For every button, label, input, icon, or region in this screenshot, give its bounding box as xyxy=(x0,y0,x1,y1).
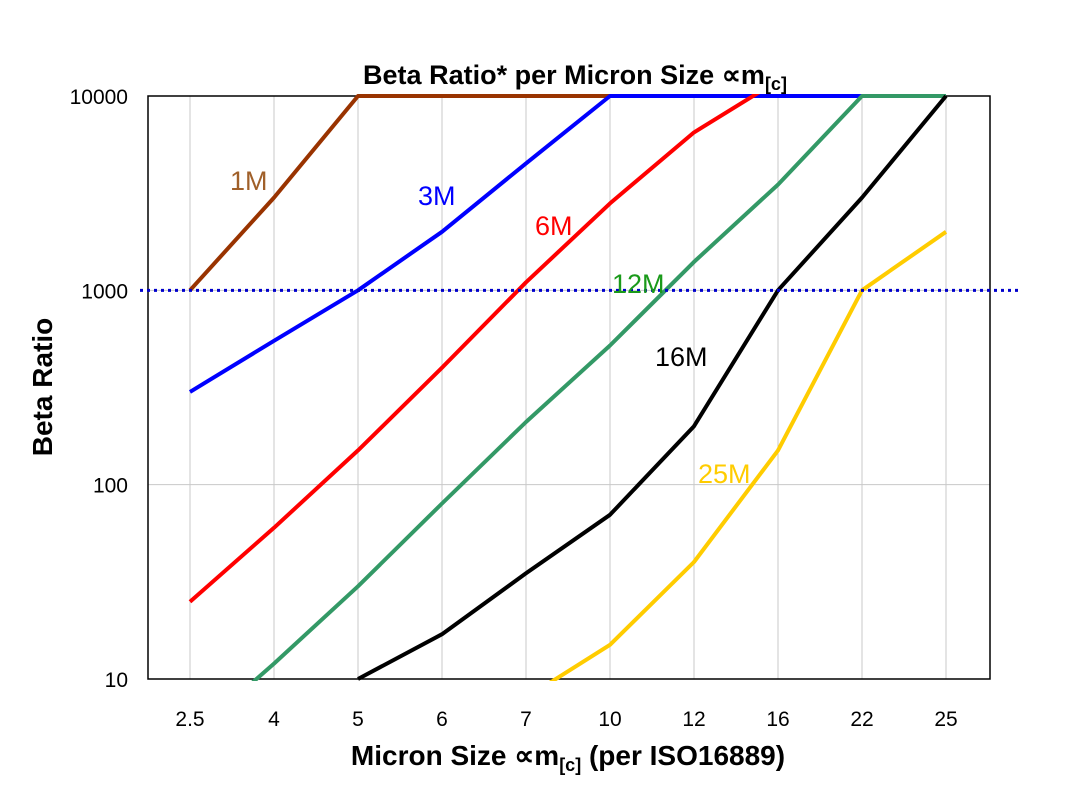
x-axis-title: Micron Size ∝m[c] (per ISO16889) xyxy=(351,740,785,775)
grid xyxy=(148,96,990,679)
x-tick-label: 10 xyxy=(598,708,621,731)
series-line-12M xyxy=(251,94,946,681)
y-tick-label: 100 xyxy=(93,475,128,498)
series-label-1M: 1M xyxy=(230,166,268,196)
series-line-1M xyxy=(188,94,610,292)
series-label-12M: 12M xyxy=(612,269,665,299)
series-label-25M: 25M xyxy=(698,459,751,489)
series-line-6M xyxy=(188,94,761,604)
series-label-6M: 6M xyxy=(535,211,573,241)
x-axis-title-subscript: [c] xyxy=(559,755,581,775)
series-line-25M xyxy=(548,230,948,681)
series-label-16M: 16M xyxy=(655,342,708,372)
y-tick-label: 10000 xyxy=(70,86,128,109)
x-tick-label: 7 xyxy=(520,708,532,731)
series-labels: 1M 3M 6M 12M 16M 25M xyxy=(230,166,751,489)
chart-title-subscript: [c] xyxy=(765,74,787,94)
x-tick-label: 2.5 xyxy=(175,708,204,731)
y-axis-title: Beta Ratio xyxy=(27,318,58,456)
x-tick-label: 6 xyxy=(436,708,448,731)
x-tick-label: 25 xyxy=(934,708,957,731)
x-axis-title-suffix: (per ISO16889) xyxy=(581,740,785,771)
series-label-3M: 3M xyxy=(418,181,456,211)
series-group xyxy=(188,94,948,681)
x-tick-label: 5 xyxy=(352,708,364,731)
chart-title: Beta Ratio* per Micron Size ∝m[c] xyxy=(363,60,787,94)
y-tick-label: 1000 xyxy=(81,280,128,303)
y-tick-labels: 10 100 1000 10000 xyxy=(70,86,128,692)
x-tick-label: 22 xyxy=(850,708,873,731)
y-tick-label: 10 xyxy=(105,669,128,692)
x-tick-label: 16 xyxy=(766,708,789,731)
series-line-16M xyxy=(357,94,948,681)
x-tick-label: 12 xyxy=(682,708,705,731)
x-tick-labels: 2.5 4 5 6 7 10 12 16 22 25 xyxy=(175,708,957,731)
x-tick-label: 4 xyxy=(268,708,280,731)
